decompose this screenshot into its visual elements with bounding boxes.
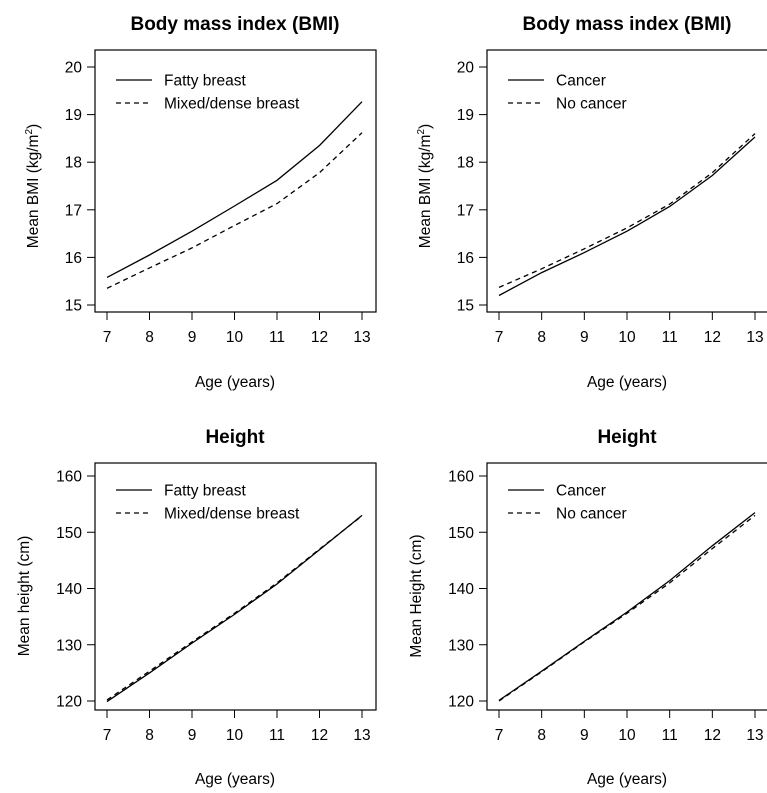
chart-title: Height [205,427,265,448]
series-line-1 [106,514,363,703]
height-by-cancer-panel: Height Age (years) Mean Height (cm) 7 8 9 1… [408,427,767,788]
plot-frame [486,462,767,711]
x-tick-label: 12 [311,727,328,744]
legend-label: Mixed/dense breast [164,96,300,113]
y-axis-label: Mean BMI (kg/m2) [416,124,434,248]
y-tick-label: 130 [448,637,474,654]
y-tick-label: 15 [65,298,82,315]
x-tick-label: 7 [103,727,112,744]
x-tick-label: 9 [580,727,589,744]
y-axis-label: Mean Height (cm) [408,534,425,657]
y-axis-label-main: Mean BMI (kg/m [417,135,434,249]
y-tick-label: 140 [448,581,474,598]
x-tick-label: 11 [269,329,285,346]
x-axis-label: Age (years) [587,374,667,391]
y-axis-label-end: ) [417,124,434,129]
y-axis-label-main: Mean Height (cm) [408,534,425,657]
x-tick-label: 8 [145,329,154,346]
x-tick-label: 7 [103,329,112,346]
legend-label: Cancer [556,483,606,500]
y-tick-label: 19 [65,107,82,124]
y-tick-label: 160 [56,469,82,486]
x-axis-label: Age (years) [587,771,667,788]
y-tick-label: 16 [457,250,474,267]
x-tick-label: 7 [495,727,504,744]
series-line-2 [498,514,756,702]
x-tick-label: 13 [746,727,763,744]
y-tick-label: 20 [65,60,83,77]
series-line-1 [498,136,756,297]
x-tick-label: 13 [353,329,370,346]
y-tick-label: 130 [56,637,82,654]
y-tick-label: 150 [448,525,474,542]
legend-label: Cancer [556,73,606,90]
x-tick-label: 10 [618,727,636,744]
x-tick-label: 8 [537,329,546,346]
y-axis-label-main: Mean BMI (kg/m [25,135,42,249]
legend-label: Fatty breast [164,73,247,90]
x-tick-label: 9 [580,329,589,346]
y-tick-label: 140 [56,581,82,598]
y-tick-label: 120 [448,694,474,711]
bmi-by-density-panel: Body mass index (BMI) Age (years) Mean B… [24,14,377,391]
y-axis-label-superscript: 2 [416,129,427,135]
x-tick-label: 10 [618,329,636,346]
plot-frame [94,49,377,313]
y-tick-label: 17 [65,202,82,219]
x-tick-label: 8 [145,727,154,744]
series-line-2 [106,132,363,289]
x-tick-label: 9 [188,329,197,346]
x-tick-label: 11 [269,727,285,744]
x-tick-label: 13 [353,727,370,744]
y-axis-label-superscript: 2 [24,129,35,135]
chart-title: Height [597,427,657,448]
x-tick-label: 12 [704,727,721,744]
legend-label: Fatty breast [164,483,247,500]
series-line-1 [106,101,363,278]
x-tick-label: 13 [746,329,763,346]
x-tick-label: 12 [704,329,721,346]
y-tick-label: 120 [56,694,82,711]
x-tick-label: 11 [662,727,678,744]
chart-title: Body mass index (BMI) [522,14,731,35]
series-line-2 [106,515,363,701]
y-axis-label-main: Mean height (cm) [16,536,33,657]
bmi-by-cancer-panel: Body mass index (BMI) Age (years) Mean B… [416,14,767,391]
y-axis-label-end: ) [25,124,42,129]
y-tick-label: 18 [65,155,82,172]
legend-label: Mixed/dense breast [164,506,300,523]
y-tick-label: 17 [457,202,474,219]
x-tick-label: 11 [662,329,678,346]
legend-label: No cancer [556,506,627,523]
y-tick-label: 15 [457,298,474,315]
y-axis-label: Mean BMI (kg/m2) [24,124,42,248]
legend-label: No cancer [556,96,627,113]
y-tick-label: 20 [457,60,475,77]
x-tick-label: 12 [311,329,328,346]
y-tick-label: 150 [56,525,82,542]
x-tick-label: 10 [226,329,244,346]
y-tick-label: 160 [448,469,474,486]
y-axis-label: Mean height (cm) [16,536,33,657]
y-tick-label: 16 [65,250,82,267]
x-tick-label: 8 [537,727,546,744]
y-tick-label: 19 [457,107,474,124]
height-by-density-panel: Height Age (years) Mean height (cm) 7 8 9 1… [16,427,377,788]
x-tick-label: 10 [226,727,244,744]
plot-frame [94,462,377,711]
y-tick-label: 18 [457,155,474,172]
chart-title: Body mass index (BMI) [130,14,339,35]
plot-frame [486,49,767,313]
x-axis-label: Age (years) [195,374,275,391]
x-tick-label: 7 [495,329,504,346]
x-tick-label: 9 [188,727,197,744]
x-axis-label: Age (years) [195,771,275,788]
series-line-2 [498,133,756,288]
series-line-1 [498,512,756,701]
